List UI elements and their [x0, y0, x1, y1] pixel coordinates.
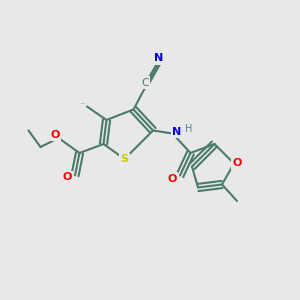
- Text: N: N: [154, 53, 164, 64]
- Text: O: O: [232, 158, 242, 169]
- Text: N: N: [172, 127, 182, 137]
- Text: O: O: [168, 173, 177, 184]
- Text: O: O: [63, 172, 72, 182]
- Text: H: H: [185, 124, 193, 134]
- Text: methyl: methyl: [81, 102, 86, 104]
- Text: C: C: [142, 77, 149, 88]
- Text: S: S: [121, 154, 128, 164]
- Text: O: O: [51, 130, 60, 140]
